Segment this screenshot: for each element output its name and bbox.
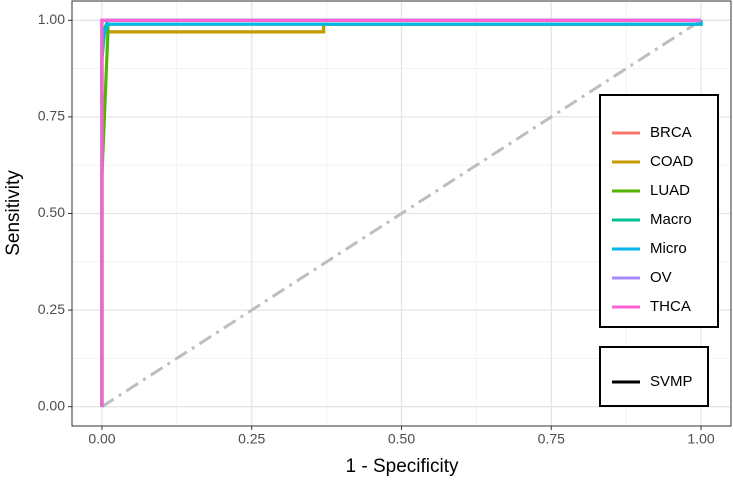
legend-label: LUAD bbox=[650, 182, 690, 199]
y-tick-label: 0.00 bbox=[38, 397, 65, 413]
legend-box bbox=[599, 346, 709, 407]
legend-label: BRCA bbox=[650, 124, 692, 141]
panel-border bbox=[71, 0, 732, 427]
y-tick-label: 0.75 bbox=[38, 108, 65, 124]
legend-label: Micro bbox=[650, 240, 687, 257]
x-tick-label: 1.00 bbox=[687, 431, 714, 447]
y-tick-label: 0.25 bbox=[38, 301, 65, 317]
legend-label: COAD bbox=[650, 153, 694, 170]
roc-curve bbox=[100, 18, 702, 407]
x-tick-label: 0.25 bbox=[238, 431, 265, 447]
legend-label: Macro bbox=[650, 211, 692, 228]
x-tick-label: 0.50 bbox=[388, 431, 415, 447]
y-axis-title: Sensitivity bbox=[3, 170, 24, 256]
x-tick-label: 0.75 bbox=[538, 431, 565, 447]
y-tick-label: 0.50 bbox=[38, 204, 65, 220]
x-axis-title: 1 - Specificity bbox=[346, 456, 459, 477]
legend-label: SVMP bbox=[650, 373, 693, 390]
y-tick-label: 1.00 bbox=[38, 11, 65, 27]
x-tick-label: 0.00 bbox=[88, 431, 115, 447]
reference-line bbox=[101, 19, 702, 408]
legend-label: OV bbox=[650, 269, 672, 286]
legend-label: THCA bbox=[650, 298, 691, 315]
